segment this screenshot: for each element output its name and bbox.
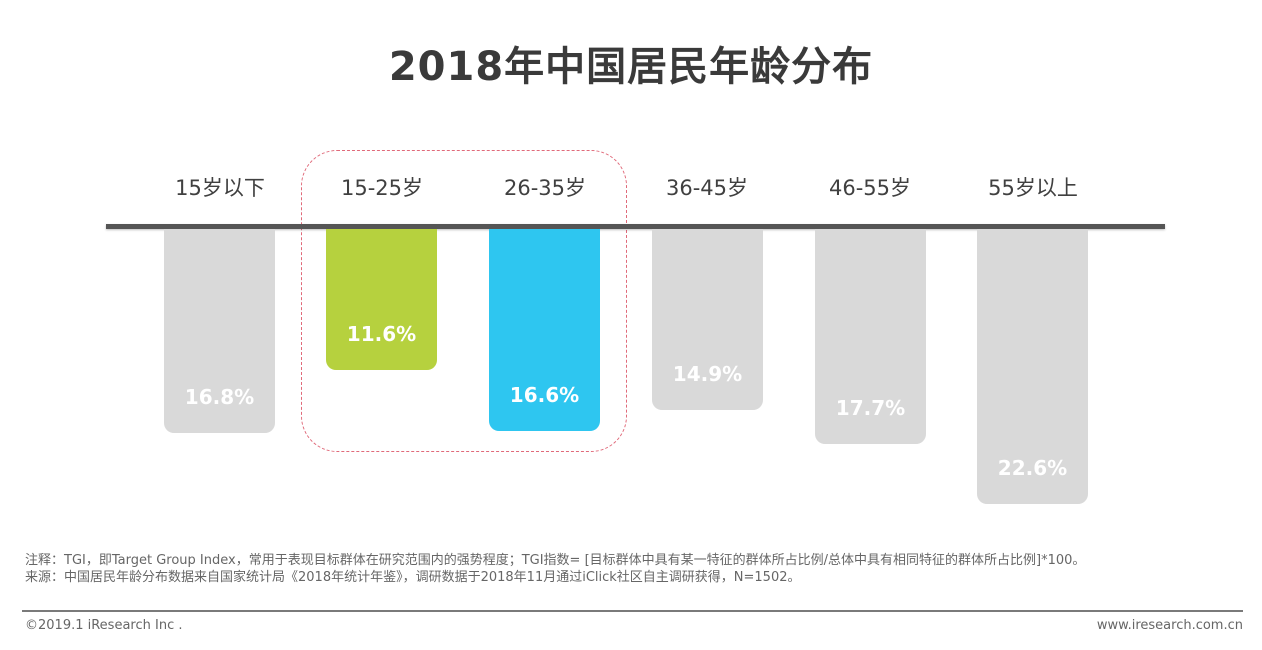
highlight-box	[301, 150, 627, 452]
category-label: 36-45岁	[665, 176, 749, 200]
bar-value-label: 17.7%	[835, 396, 906, 420]
footer-divider	[22, 610, 1243, 612]
source-text: 来源：中国居民年龄分布数据来自国家统计局《2018年统计年鉴》，调研数据于201…	[25, 570, 801, 585]
bar-value-label: 16.8%	[184, 385, 255, 409]
category-label: 55岁以上	[988, 176, 1078, 200]
bar: 16.6%	[489, 229, 600, 431]
notes: 注释：TGI，即Target Group Index，常用于表现目标群体在研究范…	[25, 552, 1225, 586]
category-label: 15-25岁	[340, 176, 424, 200]
bar-value-label: 14.9%	[672, 362, 743, 386]
category-label: 46-55岁	[828, 176, 912, 200]
bar: 16.8%	[164, 229, 275, 433]
bar: 11.6%	[326, 229, 437, 370]
bar-value-label: 22.6%	[997, 456, 1068, 480]
bar: 17.7%	[815, 229, 926, 444]
chart-title: 2018年中国居民年龄分布	[388, 44, 874, 90]
bar: 22.6%	[977, 229, 1088, 504]
axis-line	[106, 224, 1165, 229]
bar-value-label: 11.6%	[346, 322, 417, 346]
category-label: 26-35岁	[503, 176, 587, 200]
note-text: 注释：TGI，即Target Group Index，常用于表现目标群体在研究范…	[25, 553, 1086, 568]
website-url: www.iresearch.com.cn	[1096, 618, 1243, 633]
copyright: ©2019.1 iResearch Inc .	[25, 618, 183, 633]
category-label: 15岁以下	[175, 176, 265, 200]
bar: 14.9%	[652, 229, 763, 410]
bar-chart: 15岁以下 15-25岁 26-35岁 36-45岁 46-55岁 55岁以上 …	[106, 150, 1165, 504]
bar-value-label: 16.6%	[509, 383, 580, 407]
